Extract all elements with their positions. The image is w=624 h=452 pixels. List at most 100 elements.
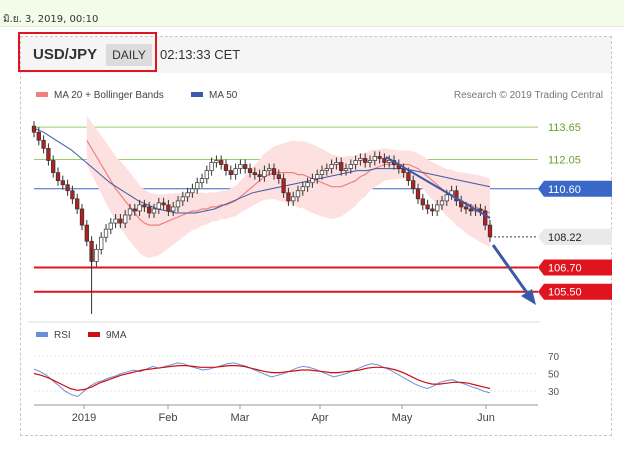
candle-body xyxy=(286,192,291,202)
candle-body xyxy=(46,148,51,161)
symbol-label: USD/JPY xyxy=(33,46,98,63)
highlight-box xyxy=(18,32,157,72)
x-tick-label: 2019 xyxy=(72,412,96,424)
legend-rsima-label: 9MA xyxy=(106,330,127,341)
candle-body xyxy=(195,182,200,190)
candle-body xyxy=(411,180,416,190)
candle-body xyxy=(219,160,224,165)
datetime-label: มิ.ย. 3, 2019, 00:10 xyxy=(3,14,99,25)
projection-arrowhead xyxy=(521,289,536,305)
candle-body xyxy=(233,168,238,175)
candle-body xyxy=(478,208,483,212)
last-price-label: 108.22 xyxy=(548,232,582,244)
legend-ma20-label: MA 20 + Bollinger Bands xyxy=(54,90,164,101)
candle-body xyxy=(118,218,123,224)
candle-body xyxy=(51,160,56,173)
candle-body xyxy=(487,224,493,238)
candle-body xyxy=(209,162,214,171)
candle-body xyxy=(430,208,435,212)
rsi-ma-line xyxy=(33,365,491,391)
candle-body xyxy=(377,156,382,159)
candle-body xyxy=(84,224,89,242)
candle-body xyxy=(55,172,61,182)
rsi-tick-label: 70 xyxy=(548,352,560,363)
candle-body xyxy=(156,202,161,210)
candle-body xyxy=(252,172,257,175)
candle-body xyxy=(319,170,325,175)
candle-body xyxy=(79,208,85,226)
timeframe-button[interactable]: DAILY xyxy=(106,44,152,66)
candle-body xyxy=(382,158,387,163)
level-tag xyxy=(538,259,612,276)
candle-body xyxy=(463,206,469,210)
candle-body xyxy=(161,202,166,206)
candle-body xyxy=(257,174,262,177)
candle-body xyxy=(185,192,190,198)
candle-body xyxy=(166,204,171,212)
candle-body xyxy=(372,156,377,161)
trend-line xyxy=(385,156,491,219)
candle-body xyxy=(175,200,181,208)
top-bar: มิ.ย. 3, 2019, 00:10 xyxy=(0,0,624,27)
x-tick-label: Feb xyxy=(159,412,178,424)
candle-body xyxy=(358,158,363,161)
candle-body xyxy=(60,180,65,186)
candle-body xyxy=(300,186,305,192)
candle-body xyxy=(444,194,449,202)
time-label: 02:13:33 CET xyxy=(160,47,241,62)
rsi-line xyxy=(33,362,491,398)
candle-body xyxy=(425,204,430,210)
candle-body xyxy=(387,160,392,163)
candle-body xyxy=(137,204,142,212)
candle-body xyxy=(223,164,229,171)
candle-body xyxy=(295,190,301,198)
candle-body xyxy=(70,190,75,200)
x-tick-label: Mar xyxy=(231,412,250,424)
level-tag xyxy=(538,283,612,300)
candle-body xyxy=(339,162,344,171)
candle-body xyxy=(363,158,368,163)
legend-swatch-ma20 xyxy=(36,92,48,97)
candle-body xyxy=(334,162,339,165)
x-tick-label: Apr xyxy=(311,412,328,424)
candle-body xyxy=(415,188,421,200)
legend-rsi-label: RSI xyxy=(54,330,71,341)
rsi-tick-label: 30 xyxy=(548,387,560,398)
candle-body xyxy=(243,164,248,169)
candle-body xyxy=(75,198,80,210)
candle-body xyxy=(247,168,253,173)
candle-body xyxy=(171,206,176,212)
candle-body xyxy=(439,200,445,206)
candle-body xyxy=(329,164,334,169)
candle-body xyxy=(406,172,411,182)
candle-body xyxy=(483,210,488,226)
legend-swatch-rsi xyxy=(36,332,48,337)
candle-body xyxy=(367,160,373,163)
candle-body xyxy=(99,236,104,250)
candle-body xyxy=(65,184,70,192)
candle-body xyxy=(454,190,459,202)
candle-body xyxy=(435,204,440,212)
candle-body xyxy=(103,228,109,238)
candle-body xyxy=(305,182,310,188)
candle-body xyxy=(310,178,315,184)
level-label: 106.70 xyxy=(548,263,582,275)
candle-body xyxy=(31,125,37,133)
candle-body xyxy=(228,170,233,175)
candle-body xyxy=(132,208,137,212)
candle-body xyxy=(315,174,320,180)
level-label: 112.05 xyxy=(548,154,581,166)
rsi-tick-label: 50 xyxy=(548,370,560,381)
candle-body xyxy=(276,174,281,180)
candle-body xyxy=(127,208,133,216)
level-label: 113.65 xyxy=(548,122,581,134)
candle-body xyxy=(267,168,272,171)
source-label: Research © 2019 Trading Central xyxy=(454,90,603,101)
legend-ma50-label: MA 50 xyxy=(209,90,238,101)
candle-body xyxy=(324,168,329,171)
candle-body xyxy=(108,222,113,230)
candle-body xyxy=(41,139,46,149)
bollinger-band xyxy=(86,116,491,258)
x-tick-label: Jun xyxy=(477,412,495,424)
